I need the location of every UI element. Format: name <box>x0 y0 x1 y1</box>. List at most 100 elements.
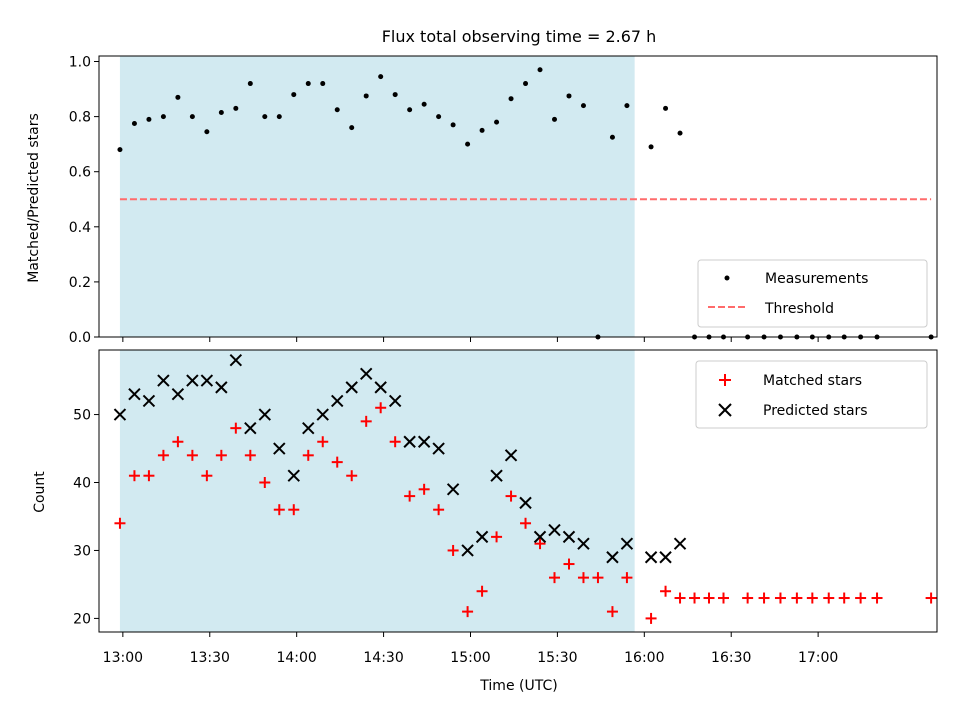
measurement-point <box>175 94 181 100</box>
bottom-axes-frame <box>98 349 938 633</box>
matched-star-point <box>346 470 358 482</box>
measurement-point <box>305 81 311 87</box>
predicted-star-point <box>504 449 518 462</box>
measurement-point <box>262 114 268 120</box>
matched-star-point <box>418 483 430 495</box>
legend-measurements-label: Measurements <box>765 271 868 287</box>
legend-threshold-label: Threshold <box>764 301 834 317</box>
observing-interval-shade-bottom <box>119 350 635 632</box>
measurement-point <box>580 103 586 109</box>
measurement-point <box>334 107 340 113</box>
matched-star-point <box>360 415 372 427</box>
top-legend: Measurements Threshold <box>697 259 928 328</box>
measurement-point <box>407 107 413 113</box>
matched-star-point <box>871 592 883 604</box>
predicted-star-point <box>215 381 228 394</box>
legend-matched-marker <box>719 374 731 386</box>
measurement-point <box>131 120 137 126</box>
top-legend-box <box>697 259 928 328</box>
y-tick-label: 30 <box>73 543 91 559</box>
predicted-star-point <box>432 442 445 455</box>
predicted-star-point <box>490 469 503 482</box>
matched-star-point <box>404 490 416 502</box>
predicted-star-point <box>128 387 141 401</box>
y-tick-label: 1.0 <box>69 55 91 71</box>
measurement-point <box>291 92 297 98</box>
matched-star-point <box>520 517 532 529</box>
y-tick-label: 0.8 <box>69 110 91 126</box>
measurement-point <box>663 105 669 111</box>
measurement-point <box>233 105 239 111</box>
matched-star-point <box>534 538 546 550</box>
measurement-point <box>494 119 500 125</box>
y-tick-label: 0.4 <box>69 220 91 236</box>
x-tick-label: 13:30 <box>190 650 230 666</box>
predicted-star-point <box>171 387 185 401</box>
measurement-point <box>117 147 123 153</box>
matched-star-point <box>806 592 818 604</box>
matched-star-point <box>549 572 561 584</box>
matched-stars-points <box>114 402 937 624</box>
predicted-star-point <box>562 530 576 544</box>
ratio-panel: 0.0 0.2 0.4 0.6 0.8 1.0 Flux total observing … <box>26 27 938 346</box>
predicted-star-point <box>244 421 257 435</box>
predicted-star-point <box>287 469 300 482</box>
measurement-point <box>648 144 654 150</box>
x-tick-label: 14:00 <box>276 650 316 666</box>
matched-star-point <box>302 449 314 461</box>
predicted-star-point <box>157 374 170 387</box>
measurement-point <box>160 114 166 120</box>
matched-star-point <box>592 572 604 584</box>
measurement-point <box>320 81 326 87</box>
matched-star-point <box>505 490 517 502</box>
predicted-star-point <box>142 394 156 408</box>
predicted-star-point <box>417 435 431 448</box>
x-tick-label: 15:00 <box>450 650 490 666</box>
matched-star-point <box>645 612 657 624</box>
predicted-star-point <box>186 374 199 387</box>
measurement-point <box>479 127 485 133</box>
measurement-point <box>465 141 471 147</box>
legend-measurements-marker <box>724 275 730 281</box>
matched-star-point <box>433 504 445 516</box>
top-y-axis-label: Matched/Predicted stars <box>26 113 42 283</box>
measurement-point <box>677 130 683 136</box>
predicted-star-point <box>644 551 658 564</box>
matched-star-point <box>143 470 155 482</box>
x-tick-label: 16:00 <box>624 650 664 666</box>
x-tick-label: 16:30 <box>711 650 751 666</box>
measurement-point <box>450 122 456 128</box>
matched-star-point <box>172 436 184 448</box>
matched-star-point <box>273 504 285 516</box>
bottom-legend: Matched stars Predicted stars <box>695 360 928 429</box>
bottom-legend-box <box>695 360 928 429</box>
matched-star-point <box>317 436 329 448</box>
chart-title: Flux total observing time = 2.67 h <box>382 27 657 46</box>
measurement-points <box>117 67 934 340</box>
matched-star-point <box>742 592 754 604</box>
y-tick-label: 50 <box>73 408 91 424</box>
predicted-star-point <box>548 523 561 537</box>
matched-star-point <box>230 422 242 434</box>
matched-star-point <box>577 572 589 584</box>
top-y-ticks: 0.0 0.2 0.4 0.6 0.8 1.0 <box>69 55 99 346</box>
matched-star-point <box>758 592 770 604</box>
matched-star-point <box>288 504 300 516</box>
matched-star-point <box>606 606 618 618</box>
measurement-point <box>523 81 529 87</box>
predicted-star-point <box>374 381 387 394</box>
matched-star-point <box>660 585 672 597</box>
matched-star-point <box>331 456 343 468</box>
measurement-point <box>421 101 427 107</box>
matched-star-point <box>114 517 126 529</box>
measurement-point <box>537 67 543 73</box>
measurement-point <box>552 116 558 122</box>
bottom-y-axis-label: Count <box>32 471 48 513</box>
predicted-star-point <box>620 537 634 550</box>
matched-star-point <box>447 544 459 556</box>
measurement-point <box>349 125 355 131</box>
predicted-star-point <box>113 408 127 421</box>
measurement-point <box>189 114 195 120</box>
predicted-star-point <box>302 421 315 435</box>
